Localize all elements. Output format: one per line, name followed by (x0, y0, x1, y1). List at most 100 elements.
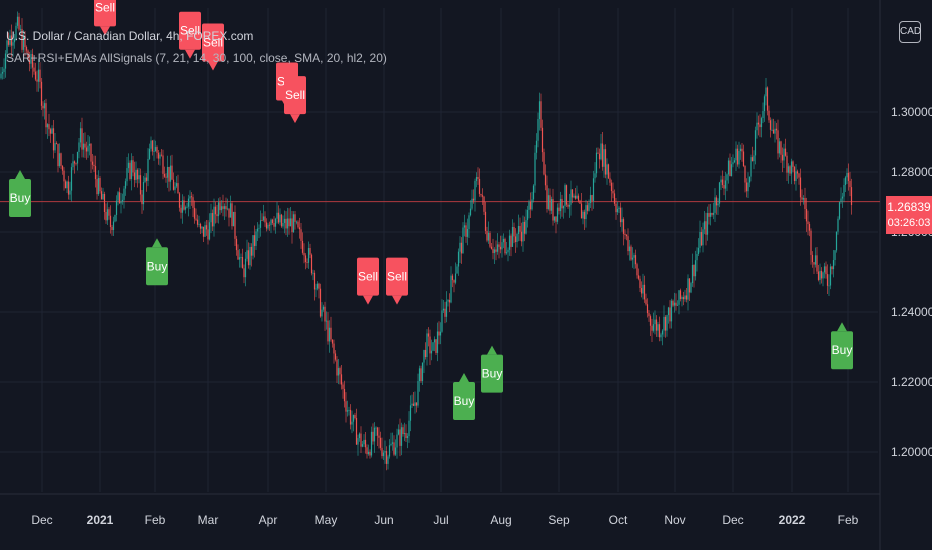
candle (780, 140, 782, 163)
candle (64, 179, 67, 189)
candle-body (33, 67, 35, 72)
candle-body (630, 246, 632, 260)
candle-body (289, 218, 292, 227)
candle-body (675, 302, 677, 306)
candle (360, 426, 362, 454)
candle (457, 248, 460, 276)
candle (613, 189, 616, 206)
candle (103, 191, 106, 220)
candle-body (195, 218, 197, 220)
candle-body (610, 182, 613, 191)
candle-body (483, 196, 485, 212)
candle (415, 402, 418, 413)
candle-body (108, 209, 110, 216)
candle (96, 174, 98, 200)
candle (180, 204, 182, 219)
candle-body (502, 238, 505, 243)
candle (325, 311, 328, 330)
candle (573, 193, 575, 199)
candle-body (763, 96, 766, 112)
candle-body (748, 176, 751, 183)
candle-body (663, 316, 665, 331)
currency-badge[interactable]: CAD (899, 21, 921, 43)
candle (463, 214, 466, 237)
candle (30, 50, 32, 69)
candle-body (534, 152, 536, 186)
candle (402, 424, 404, 437)
candle-body (546, 185, 548, 209)
candle (592, 170, 595, 209)
candle (472, 189, 475, 204)
candle (639, 275, 641, 293)
candle (132, 156, 134, 177)
candle-body (286, 218, 289, 229)
grid-lines (0, 8, 878, 492)
candle (315, 283, 317, 298)
candle (451, 273, 454, 288)
candle-body (102, 193, 104, 200)
candle-body (132, 160, 134, 173)
candle-body (45, 103, 47, 128)
candle-body (832, 260, 835, 270)
candle-body (622, 219, 625, 234)
candle (781, 147, 784, 173)
candle-body (244, 258, 247, 278)
candle (715, 195, 718, 215)
candle (645, 293, 647, 306)
candle (133, 161, 136, 188)
candle (262, 204, 265, 222)
candle (174, 182, 176, 194)
candle-body (505, 252, 508, 254)
candle (396, 428, 398, 459)
candle (750, 154, 752, 182)
candle (379, 431, 382, 451)
candle (621, 207, 623, 232)
candle (642, 273, 644, 300)
candle (673, 292, 676, 313)
candle-body (180, 207, 182, 213)
candle (382, 450, 385, 460)
candle-body (538, 101, 541, 120)
candle (456, 264, 458, 274)
candle-body (52, 128, 55, 151)
candle (498, 241, 500, 259)
candle (535, 133, 538, 160)
candle (160, 148, 163, 157)
candle-body (100, 191, 103, 200)
candle (504, 237, 506, 256)
candle (544, 164, 547, 191)
candle (487, 221, 490, 244)
candle (693, 264, 695, 288)
candle-body (730, 164, 733, 177)
candle-body (592, 178, 595, 201)
candle-body (139, 175, 142, 195)
candle (514, 228, 517, 253)
candle (376, 426, 379, 446)
candle (234, 205, 236, 246)
candle (612, 182, 614, 199)
candle-body (265, 222, 268, 229)
candle (292, 211, 295, 233)
candle-body (822, 272, 824, 279)
candle-body (687, 278, 689, 300)
candle-body (46, 124, 49, 128)
candle (700, 227, 703, 247)
candle (78, 138, 80, 159)
candle (517, 214, 520, 242)
candle-body (84, 143, 86, 148)
candle-body (366, 447, 368, 455)
candle (525, 209, 527, 235)
candle-body (658, 324, 661, 338)
candle-body (342, 384, 344, 389)
candle-body (561, 198, 563, 209)
candle-body (678, 290, 680, 305)
candle (205, 220, 208, 236)
candle-body (274, 218, 277, 227)
candle (337, 359, 340, 385)
candle (418, 365, 421, 392)
candle (123, 185, 125, 209)
candle (256, 222, 259, 241)
candle (277, 205, 280, 225)
candle-body (435, 339, 437, 353)
